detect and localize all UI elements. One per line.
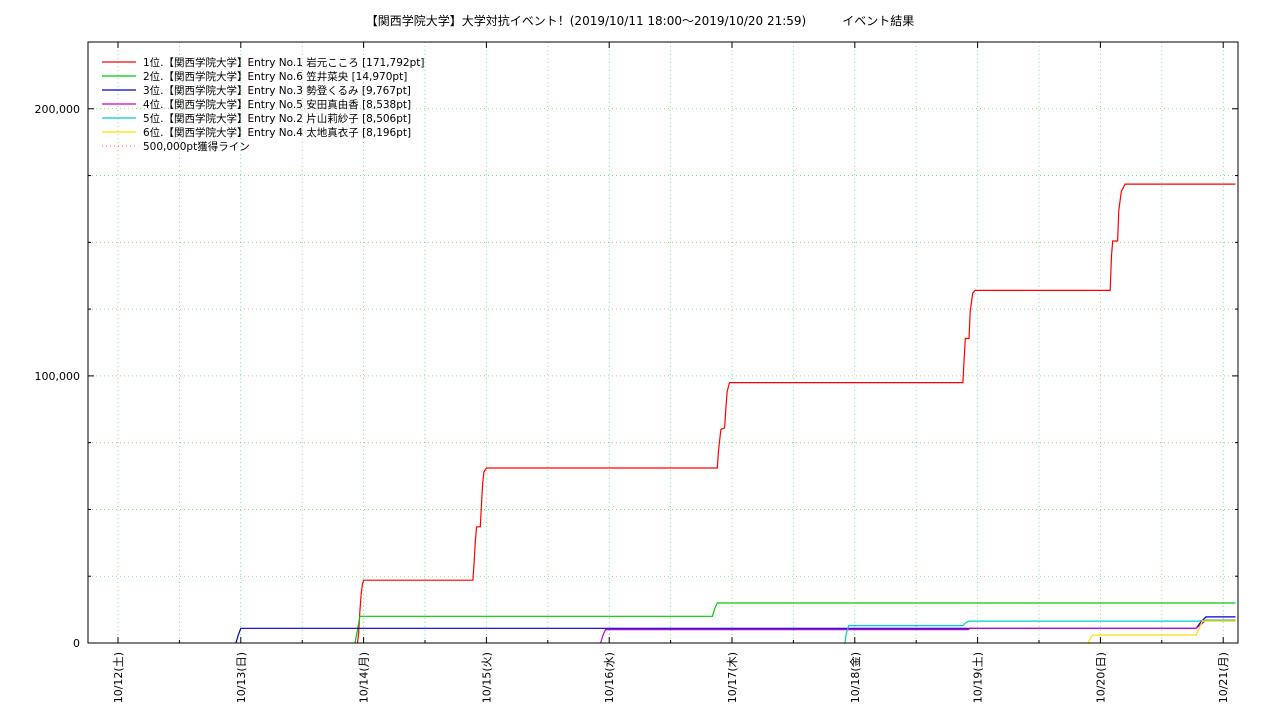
plot-frame xyxy=(87,41,1239,644)
grid-layer xyxy=(88,42,1238,643)
x-tick-label: 10/12(土) xyxy=(112,652,125,703)
x-tick-label: 10/14(月) xyxy=(358,652,371,703)
y-tick-label: 100,000 xyxy=(35,370,81,383)
legend-label: 4位.【関西学院大学】Entry No.5 安田真由香 [8,538pt] xyxy=(143,98,411,111)
x-tick-label: 10/18(金) xyxy=(848,652,862,703)
legend-label: 500,000pt獲得ライン xyxy=(143,140,250,153)
series-line xyxy=(600,619,1236,644)
legend-label: 3位.【関西学院大学】Entry No.3 勢登くるみ [9,767pt] xyxy=(143,84,411,97)
x-tick-label: 10/16(水) xyxy=(603,652,616,703)
series-layer xyxy=(235,183,1236,644)
series-line xyxy=(844,619,1236,644)
legend-label: 6位.【関西学院大学】Entry No.4 太地真衣子 [8,196pt] xyxy=(143,126,411,139)
legend-layer: 1位.【関西学院大学】Entry No.1 岩元こころ [171,792pt]2… xyxy=(102,56,424,153)
x-tick-label: 10/20(日) xyxy=(1094,652,1107,703)
x-tick-label: 10/15(火) xyxy=(480,652,493,703)
x-tick-label: 10/13(日) xyxy=(235,652,248,703)
x-tick-label: 10/19(土) xyxy=(972,652,985,703)
y-tick-label: 0 xyxy=(73,637,80,650)
y-tick-label: 200,000 xyxy=(35,103,81,116)
series-line xyxy=(356,183,1236,644)
x-tick-label: 10/17(木) xyxy=(726,652,739,703)
tick-layer: 10/12(土) 10/13(日) 10/14(月) 10/15(火) 10/16(水)… xyxy=(35,42,1238,703)
series-line xyxy=(354,602,1236,644)
x-tick-label: 10/21(月) xyxy=(1217,652,1230,703)
legend-label: 2位.【関西学院大学】Entry No.6 笠井菜央 [14,970pt] xyxy=(143,70,407,83)
legend-label: 5位.【関西学院大学】Entry No.2 片山莉紗子 [8,506pt] xyxy=(143,112,411,125)
legend-label: 1位.【関西学院大学】Entry No.1 岩元こころ [171,792pt] xyxy=(143,56,424,69)
series-line xyxy=(1087,620,1236,644)
chart-title: 【関西学院大学】大学対抗イベント！(2019/10/11 18:00～2019/… xyxy=(365,14,915,28)
